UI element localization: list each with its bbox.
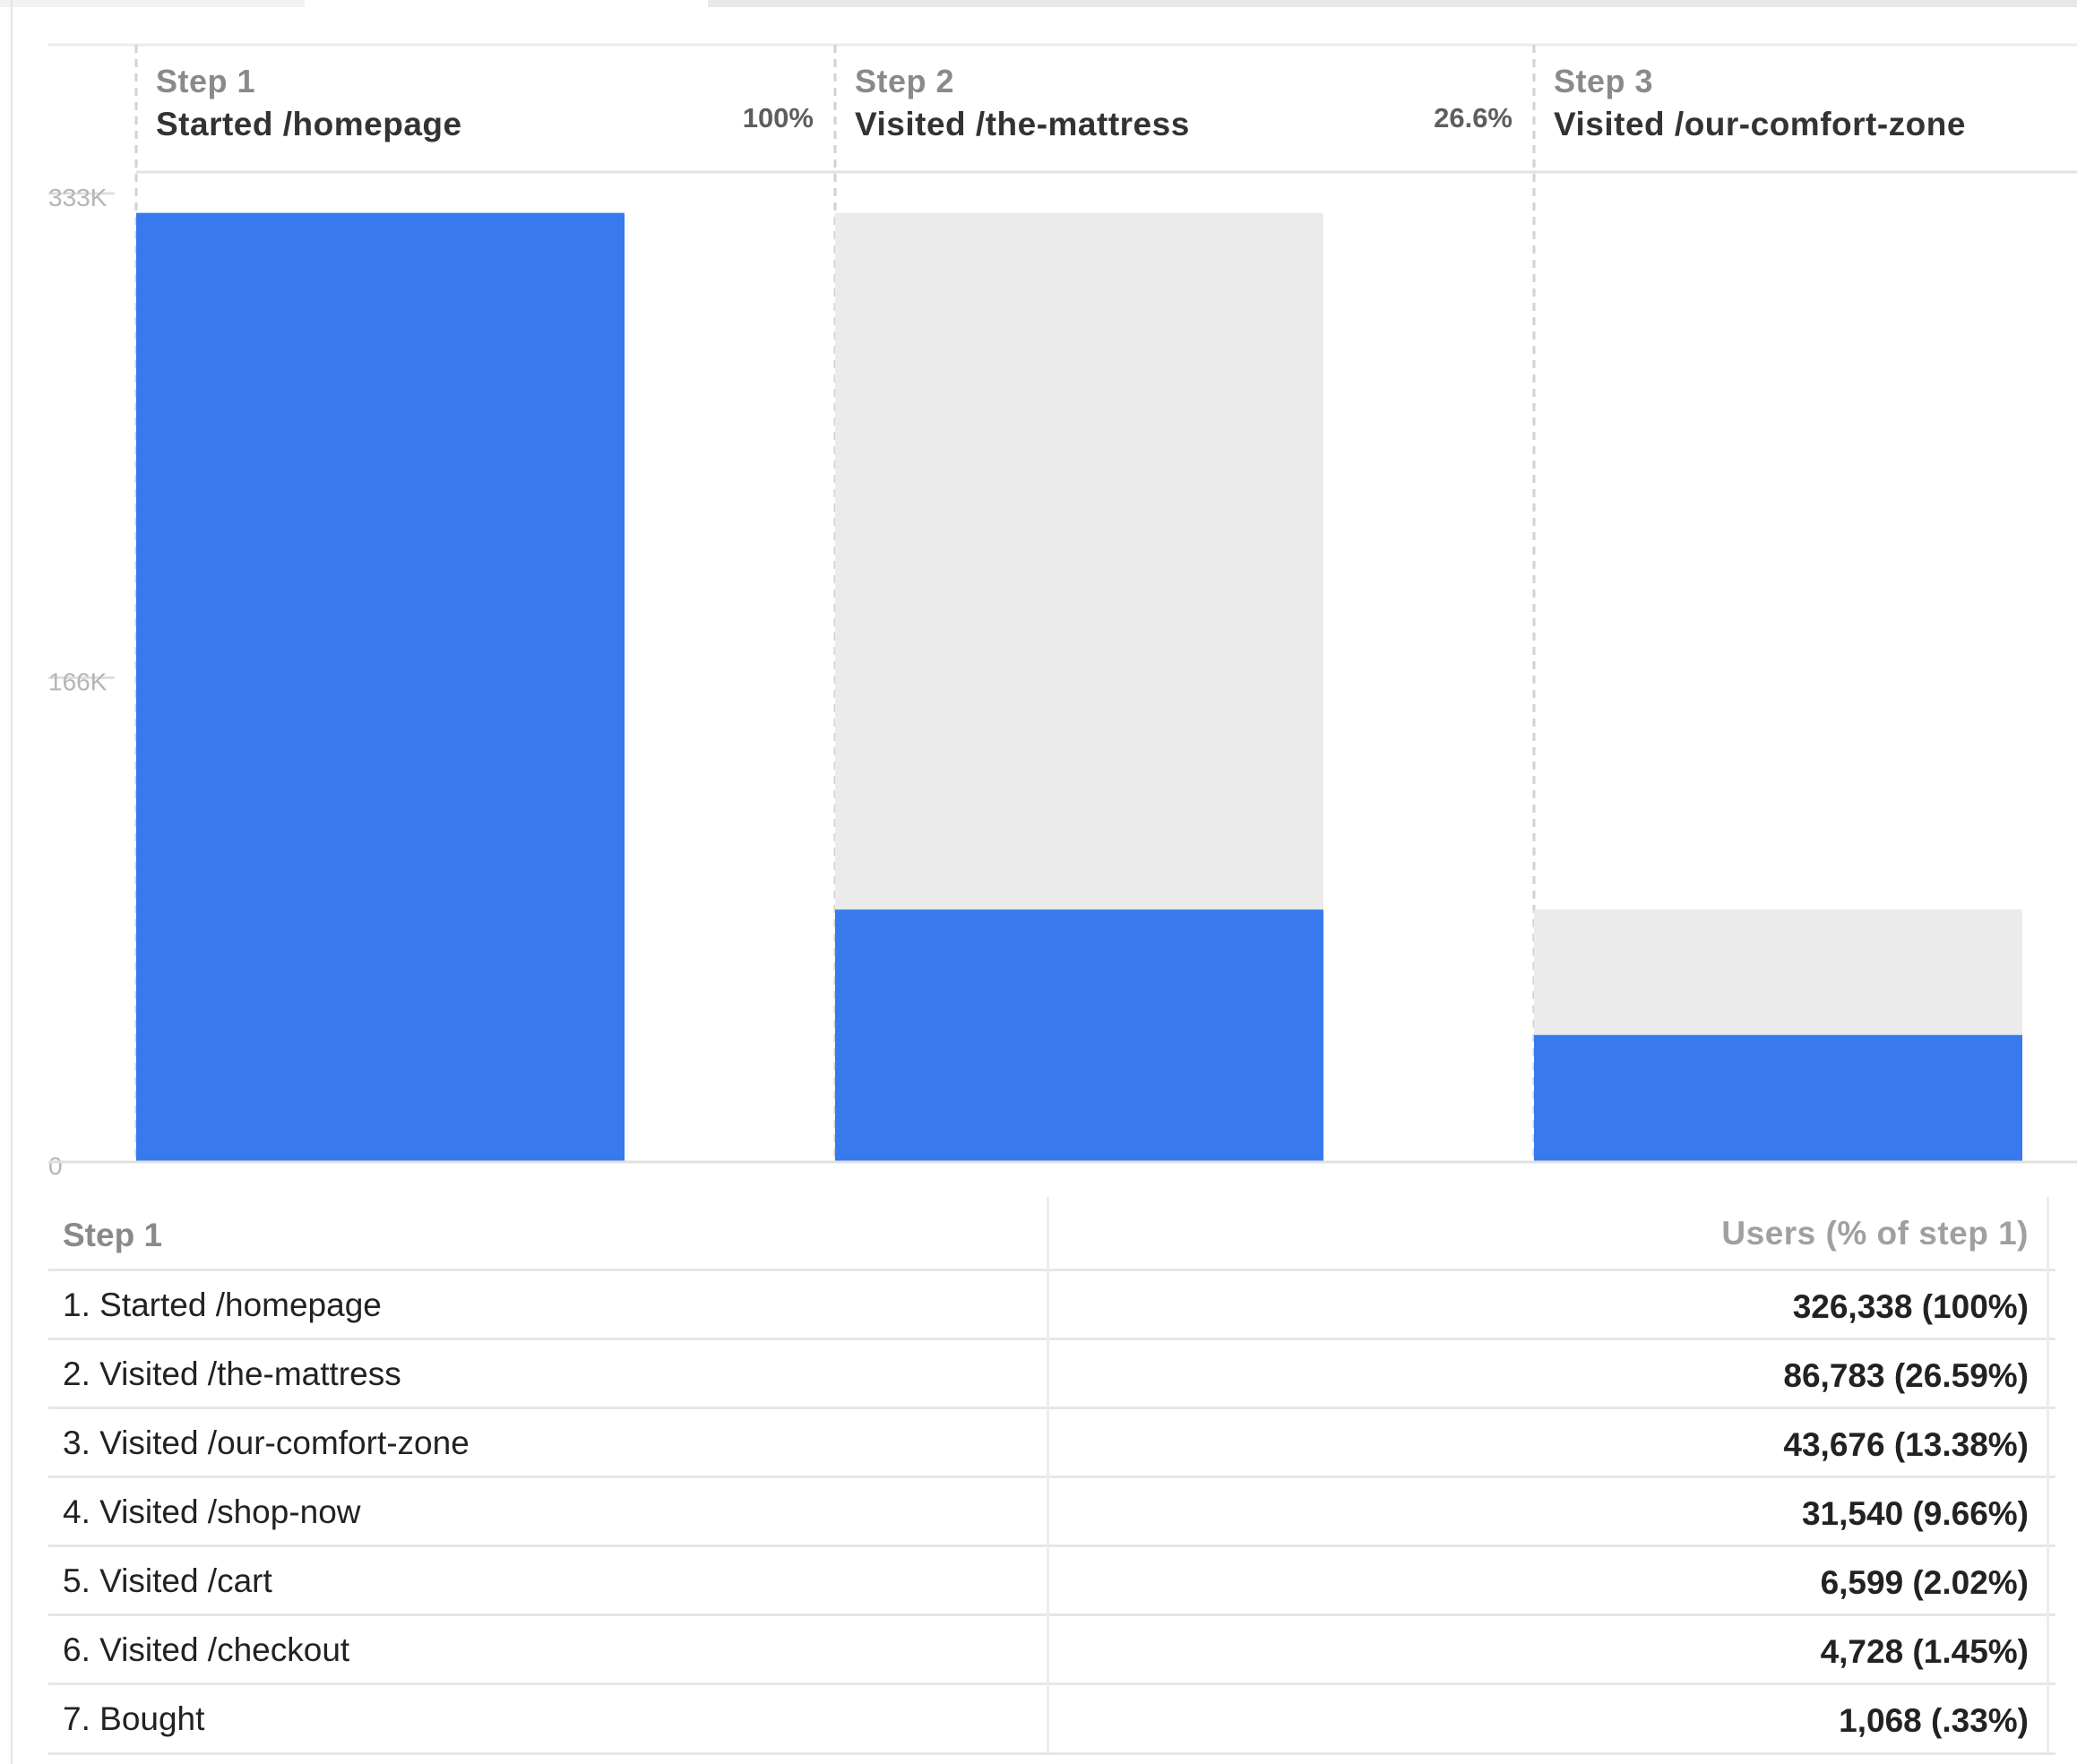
step-header-1[interactable]: Step 1 Started /homepage 100%: [136, 45, 833, 173]
step-header-3[interactable]: Step 3 Visited /our-comfort-zone: [1534, 45, 2077, 173]
row-step-name: 3. Visited /our-comfort-zone: [63, 1424, 470, 1461]
row-users-value: 31,540 (9.66%): [1801, 1495, 2029, 1532]
table-row: 5. Visited /cart 6,599 (2.02%): [48, 1545, 2055, 1616]
funnel-chart: 333K 166K 0: [48, 43, 2077, 1180]
row-users-value: 326,338 (100%): [1792, 1288, 2029, 1325]
row-users-value: 86,783 (26.59%): [1783, 1357, 2029, 1394]
y-tick-label: 0: [48, 1152, 63, 1180]
row-step-name: 2. Visited /the-mattress: [63, 1355, 401, 1392]
tab-strip-left: [0, 0, 305, 7]
table-bottom-line: [48, 1752, 2055, 1755]
users-bar: [136, 212, 625, 1163]
row-users-value: 4,728 (1.45%): [1820, 1633, 2029, 1670]
step-percentage: 100%: [742, 102, 814, 133]
row-step-name: 7. Bought: [63, 1700, 205, 1737]
table-row: 7. Bought 1,068 (.33%): [48, 1682, 2055, 1754]
table-right-divider: [2047, 1197, 2049, 1752]
top-tab-strip: [0, 0, 2077, 7]
table-column-divider: [1047, 1197, 1049, 1752]
row-step-name: 1. Started /homepage: [63, 1286, 382, 1323]
step-label: Step 3: [1554, 63, 1654, 99]
table-header-step[interactable]: Step 1: [63, 1217, 163, 1253]
step-percentage: 26.6%: [1434, 102, 1513, 133]
row-step-name: 5. Visited /cart: [63, 1562, 272, 1599]
table-row: 2. Visited /the-mattress 86,783 (26.59%): [48, 1338, 2055, 1409]
row-users-value: 1,068 (.33%): [1839, 1702, 2029, 1739]
row-users-value: 6,599 (2.02%): [1820, 1564, 2029, 1601]
row-step-name: 6. Visited /checkout: [63, 1631, 350, 1668]
y-tick-label: 166K: [48, 668, 108, 696]
y-tick-label: 333K: [48, 184, 108, 211]
row-users-value: 43,676 (13.38%): [1783, 1426, 2029, 1463]
panel-left-border: [11, 0, 13, 1764]
table-row: 4. Visited /shop-now 31,540 (9.66%): [48, 1476, 2055, 1547]
table-header: Step 1 Users (% of step 1): [48, 1197, 2055, 1269]
users-bar: [1534, 1035, 2022, 1162]
step-label: Step 1: [156, 63, 256, 99]
users-bar: [835, 909, 1323, 1162]
step-name: Visited /the-mattress: [855, 106, 1190, 142]
tab-strip-right: [708, 0, 2077, 7]
step-name: Started /homepage: [156, 106, 462, 142]
row-step-name: 4. Visited /shop-now: [63, 1493, 361, 1530]
table-row: 3. Visited /our-comfort-zone 43,676 (13.…: [48, 1407, 2055, 1478]
step-header-2[interactable]: Step 2 Visited /the-mattress 26.6%: [835, 45, 1532, 173]
step-name: Visited /our-comfort-zone: [1554, 106, 1966, 142]
table-header-users[interactable]: Users (% of step 1): [1721, 1215, 2029, 1252]
table-row: 6. Visited /checkout 4,728 (1.45%): [48, 1613, 2055, 1685]
tab-strip-active: [305, 0, 708, 7]
step-label: Step 2: [855, 63, 955, 99]
table-row: 1. Started /homepage 326,338 (100%): [48, 1269, 2055, 1340]
